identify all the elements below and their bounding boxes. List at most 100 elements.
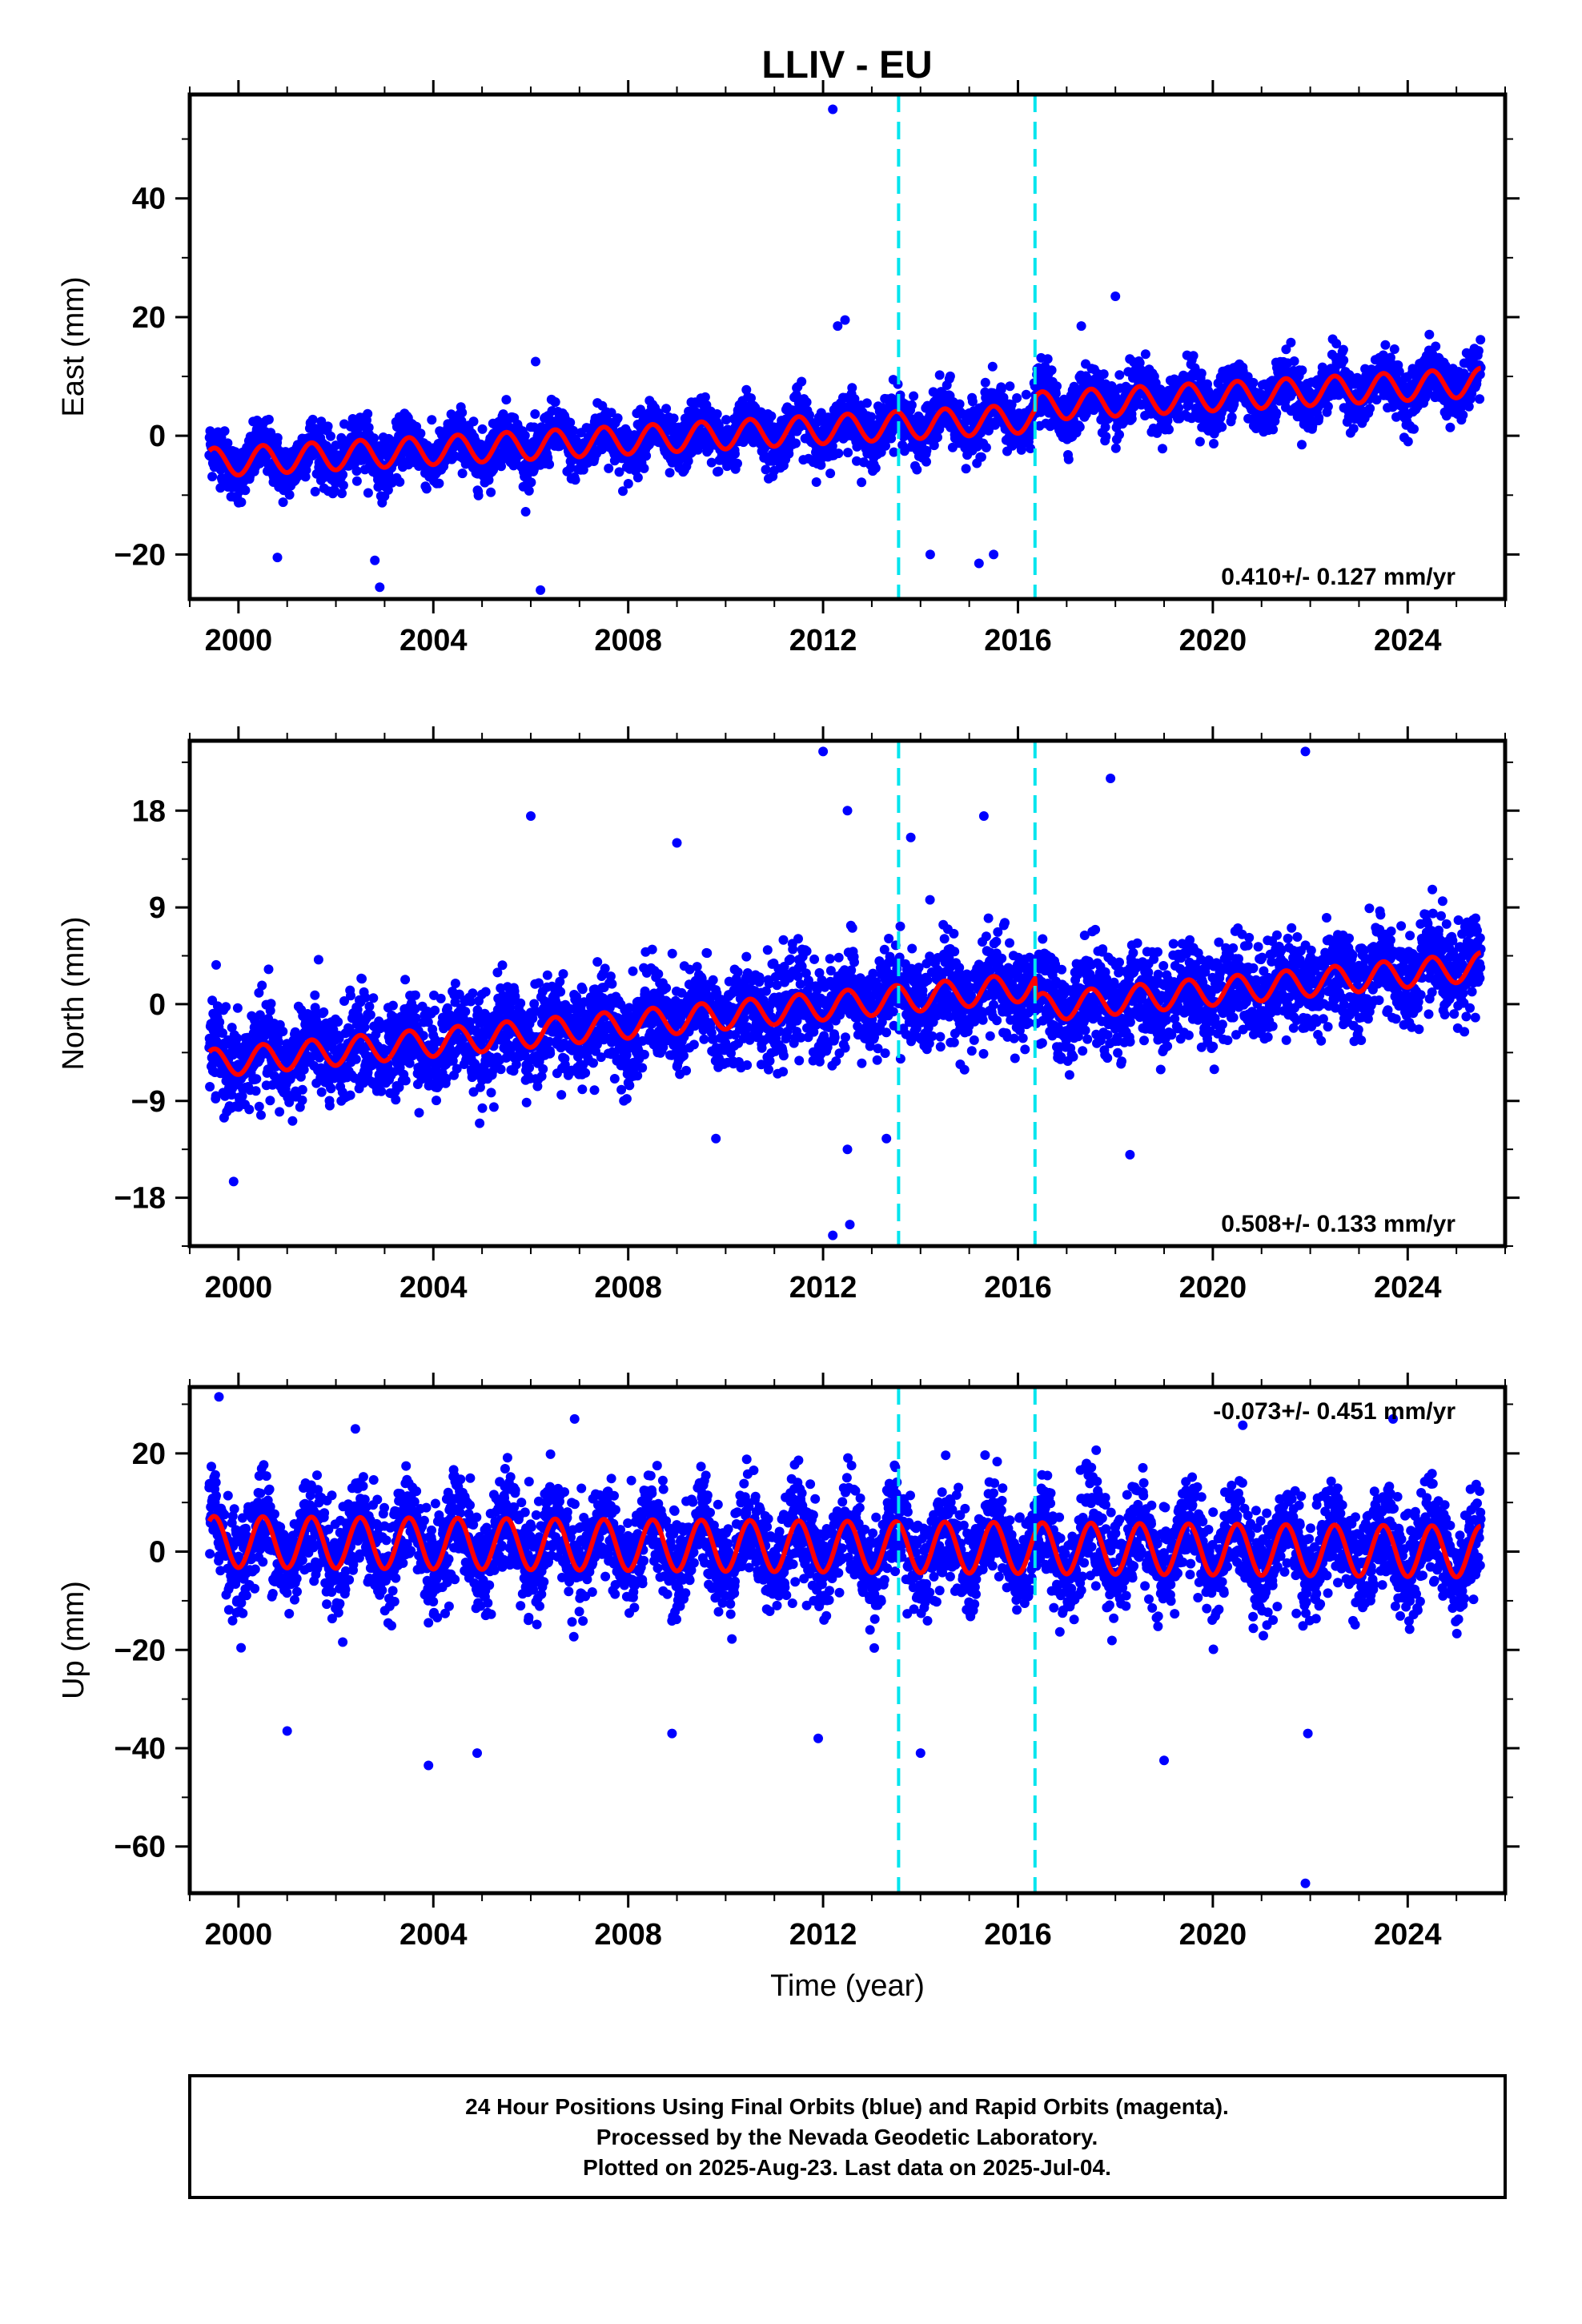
data-point	[287, 1116, 298, 1126]
y-tick-label: 0	[149, 420, 166, 453]
outlier-point	[536, 585, 546, 595]
data-point	[297, 1095, 307, 1105]
data-point	[987, 361, 998, 372]
y-axis-label: East (mm)	[57, 276, 90, 416]
data-point	[570, 475, 580, 485]
plot-area-east	[204, 104, 1486, 595]
data-point	[1431, 341, 1441, 352]
data-point	[1114, 370, 1125, 380]
data-point	[612, 413, 623, 424]
data-point	[713, 466, 724, 476]
data-point	[1248, 377, 1259, 388]
outlier-point	[531, 356, 540, 367]
data-point	[310, 990, 320, 1000]
data-point	[1114, 429, 1124, 440]
data-point	[550, 397, 560, 407]
panels: 2000 2004 2008 2012 2016 2020 2024−2002040East…	[57, 80, 1520, 2003]
data-point	[661, 404, 672, 414]
data-point	[223, 438, 233, 448]
data-point	[263, 414, 274, 424]
data-point	[1314, 412, 1324, 423]
data-point	[816, 460, 826, 470]
data-point	[733, 458, 742, 468]
data-point	[825, 468, 836, 479]
data-point	[486, 487, 496, 497]
data-point	[1380, 340, 1391, 350]
data-point	[215, 483, 226, 493]
outlier-point	[840, 315, 850, 325]
data-point	[346, 991, 355, 1001]
x-tick-label: 2016	[984, 624, 1052, 657]
data-point	[473, 490, 484, 501]
data-point	[1012, 393, 1022, 403]
x-tick-label: 2008	[594, 624, 662, 657]
data-point	[345, 1090, 355, 1100]
data-point	[665, 468, 675, 478]
data-point	[278, 1027, 288, 1036]
data-point	[1021, 389, 1031, 400]
data-point	[1286, 337, 1296, 348]
data-point	[981, 442, 991, 452]
data-point	[730, 448, 740, 459]
data-point	[669, 413, 679, 424]
data-point	[1338, 344, 1348, 355]
data-point	[416, 428, 426, 439]
data-point	[961, 464, 971, 474]
data-point	[1458, 410, 1468, 420]
data-point	[254, 1101, 264, 1112]
y-tick-label: 40	[132, 183, 166, 216]
data-point	[275, 1107, 285, 1117]
data-point	[811, 477, 821, 487]
data-point	[544, 459, 555, 469]
data-point	[338, 469, 348, 480]
chart-title: LLIV - EU	[761, 44, 932, 86]
data-point	[1074, 422, 1085, 432]
data-point	[434, 478, 444, 489]
data-point	[1339, 355, 1349, 365]
data-point	[365, 1010, 375, 1020]
data-point	[387, 1000, 398, 1011]
data-point	[1365, 404, 1375, 413]
data-point	[606, 408, 616, 418]
data-point	[843, 448, 853, 458]
outlier-point	[974, 558, 984, 569]
outlier-point	[1076, 321, 1086, 332]
data-point	[421, 484, 432, 494]
data-point	[1164, 424, 1174, 435]
data-point	[496, 461, 506, 472]
data-point	[263, 964, 274, 975]
data-point	[857, 477, 867, 488]
data-point	[833, 448, 844, 459]
data-point	[641, 451, 652, 461]
data-point	[1389, 344, 1399, 354]
data-point	[1101, 432, 1111, 442]
data-point	[457, 408, 468, 418]
data-point	[338, 480, 348, 490]
data-point	[221, 1002, 231, 1012]
data-point	[284, 489, 295, 500]
data-point	[847, 383, 857, 393]
outlier-point	[1110, 292, 1121, 301]
data-point	[912, 464, 922, 475]
data-point	[363, 488, 373, 498]
data-point	[1268, 424, 1279, 435]
data-point	[1424, 329, 1435, 340]
data-point	[578, 464, 588, 475]
data-point	[326, 1084, 336, 1094]
data-point	[604, 463, 614, 473]
data-point	[1100, 422, 1110, 432]
x-tick-label: 2020	[1179, 624, 1247, 657]
plot-area-north	[204, 746, 1486, 1240]
data-point	[618, 486, 628, 497]
data-point	[1348, 424, 1359, 434]
data-point	[266, 999, 276, 1009]
data-point	[1289, 356, 1299, 366]
data-point	[307, 414, 318, 424]
data-point	[207, 472, 218, 482]
data-point	[232, 1003, 243, 1013]
data-point	[351, 1054, 361, 1064]
y-tick-label: −20	[114, 538, 166, 572]
data-point	[1196, 368, 1207, 379]
data-point	[1005, 381, 1015, 392]
data-point	[520, 430, 530, 440]
